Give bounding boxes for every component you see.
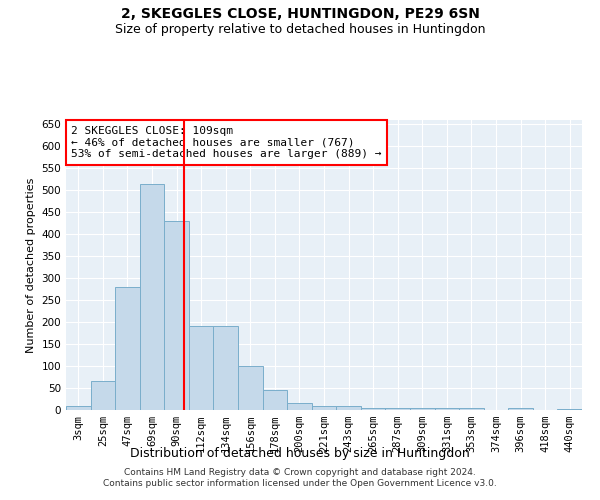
Bar — [66, 406, 91, 410]
Bar — [410, 408, 434, 410]
Bar — [336, 406, 361, 410]
Bar — [434, 408, 459, 410]
Y-axis label: Number of detached properties: Number of detached properties — [26, 178, 36, 352]
Bar — [263, 390, 287, 410]
Text: 2, SKEGGLES CLOSE, HUNTINGDON, PE29 6SN: 2, SKEGGLES CLOSE, HUNTINGDON, PE29 6SN — [121, 8, 479, 22]
Text: Contains HM Land Registry data © Crown copyright and database right 2024.
Contai: Contains HM Land Registry data © Crown c… — [103, 468, 497, 487]
Bar — [508, 408, 533, 410]
Bar — [459, 408, 484, 410]
Bar — [140, 184, 164, 410]
Bar — [115, 287, 140, 410]
Text: Distribution of detached houses by size in Huntingdon: Distribution of detached houses by size … — [130, 448, 470, 460]
Bar — [557, 409, 582, 410]
Bar — [238, 366, 263, 410]
Bar — [214, 326, 238, 410]
Bar — [312, 406, 336, 410]
Bar — [164, 221, 189, 410]
Bar — [361, 408, 385, 410]
Bar — [91, 382, 115, 410]
Text: Size of property relative to detached houses in Huntingdon: Size of property relative to detached ho… — [115, 22, 485, 36]
Bar — [189, 326, 214, 410]
Bar — [287, 404, 312, 410]
Text: 2 SKEGGLES CLOSE: 109sqm
← 46% of detached houses are smaller (767)
53% of semi-: 2 SKEGGLES CLOSE: 109sqm ← 46% of detach… — [71, 126, 382, 159]
Bar — [385, 408, 410, 410]
